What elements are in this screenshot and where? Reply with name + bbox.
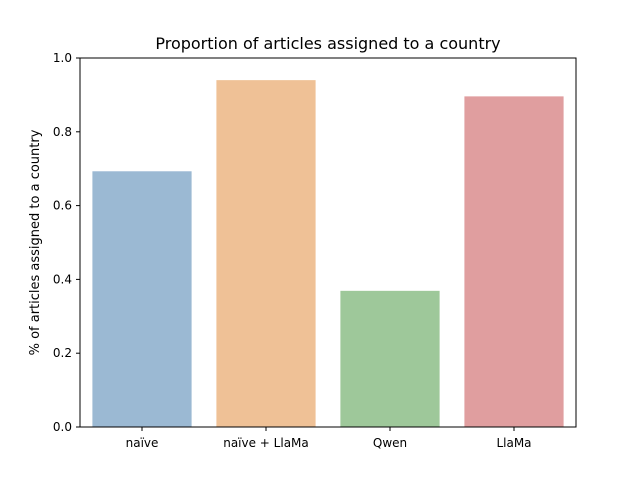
bar-1: [216, 80, 316, 427]
ticks: naïve naïve + LlaMa Qwen LlaMa 0.0 0.2 0.4 0.6 0…: [53, 51, 532, 450]
x-tick-label: Qwen: [373, 436, 407, 450]
y-tick-label: 0.2: [53, 346, 72, 360]
x-tick-label: naïve: [126, 436, 159, 450]
x-tick-label: naïve + LlaMa: [223, 436, 309, 450]
y-tick-label: 0.0: [53, 420, 72, 434]
x-tick-label: LlaMa: [496, 436, 531, 450]
y-tick-label: 0.6: [53, 199, 72, 213]
y-tick-label: 0.8: [53, 125, 72, 139]
bar-0: [92, 171, 192, 427]
chart-title: Proportion of articles assigned to a cou…: [155, 34, 500, 53]
y-tick-label: 0.4: [53, 272, 72, 286]
bar-2: [340, 290, 440, 427]
plot-area-frame: [79, 57, 577, 428]
bars: [92, 80, 564, 427]
y-axis-label: % of articles assigned to a country: [28, 129, 43, 355]
y-tick-label: 1.0: [53, 51, 72, 65]
bar-3: [464, 96, 564, 427]
